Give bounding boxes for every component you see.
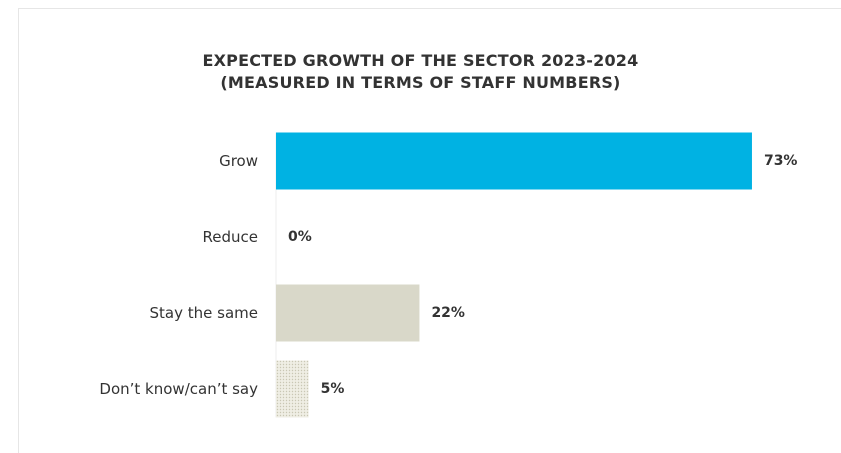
category-label-2: Stay the same bbox=[150, 304, 258, 322]
value-label-2: 22% bbox=[431, 305, 465, 321]
chart-card bbox=[18, 8, 841, 453]
chart-title-line-1: EXPECTED GROWTH OF THE SECTOR 2023-2024 bbox=[202, 51, 639, 70]
bar-3 bbox=[276, 360, 309, 418]
chart-title: EXPECTED GROWTH OF THE SECTOR 2023-2024 … bbox=[0, 50, 841, 94]
bars-layer: Grow 73% Reduce 0% Stay the same 22% Don’t kno… bbox=[99, 132, 798, 418]
category-label-1: Reduce bbox=[203, 228, 258, 246]
category-label-3: Don’t know/can’t say bbox=[99, 380, 258, 398]
bar-2 bbox=[276, 284, 420, 342]
value-label-0: 73% bbox=[764, 153, 798, 169]
value-label-3: 5% bbox=[321, 381, 345, 397]
category-label-0: Grow bbox=[219, 152, 258, 170]
chart-title-line-2: (MEASURED IN TERMS OF STAFF NUMBERS) bbox=[220, 73, 621, 92]
bar-0 bbox=[276, 132, 752, 190]
value-label-1: 0% bbox=[288, 229, 312, 245]
